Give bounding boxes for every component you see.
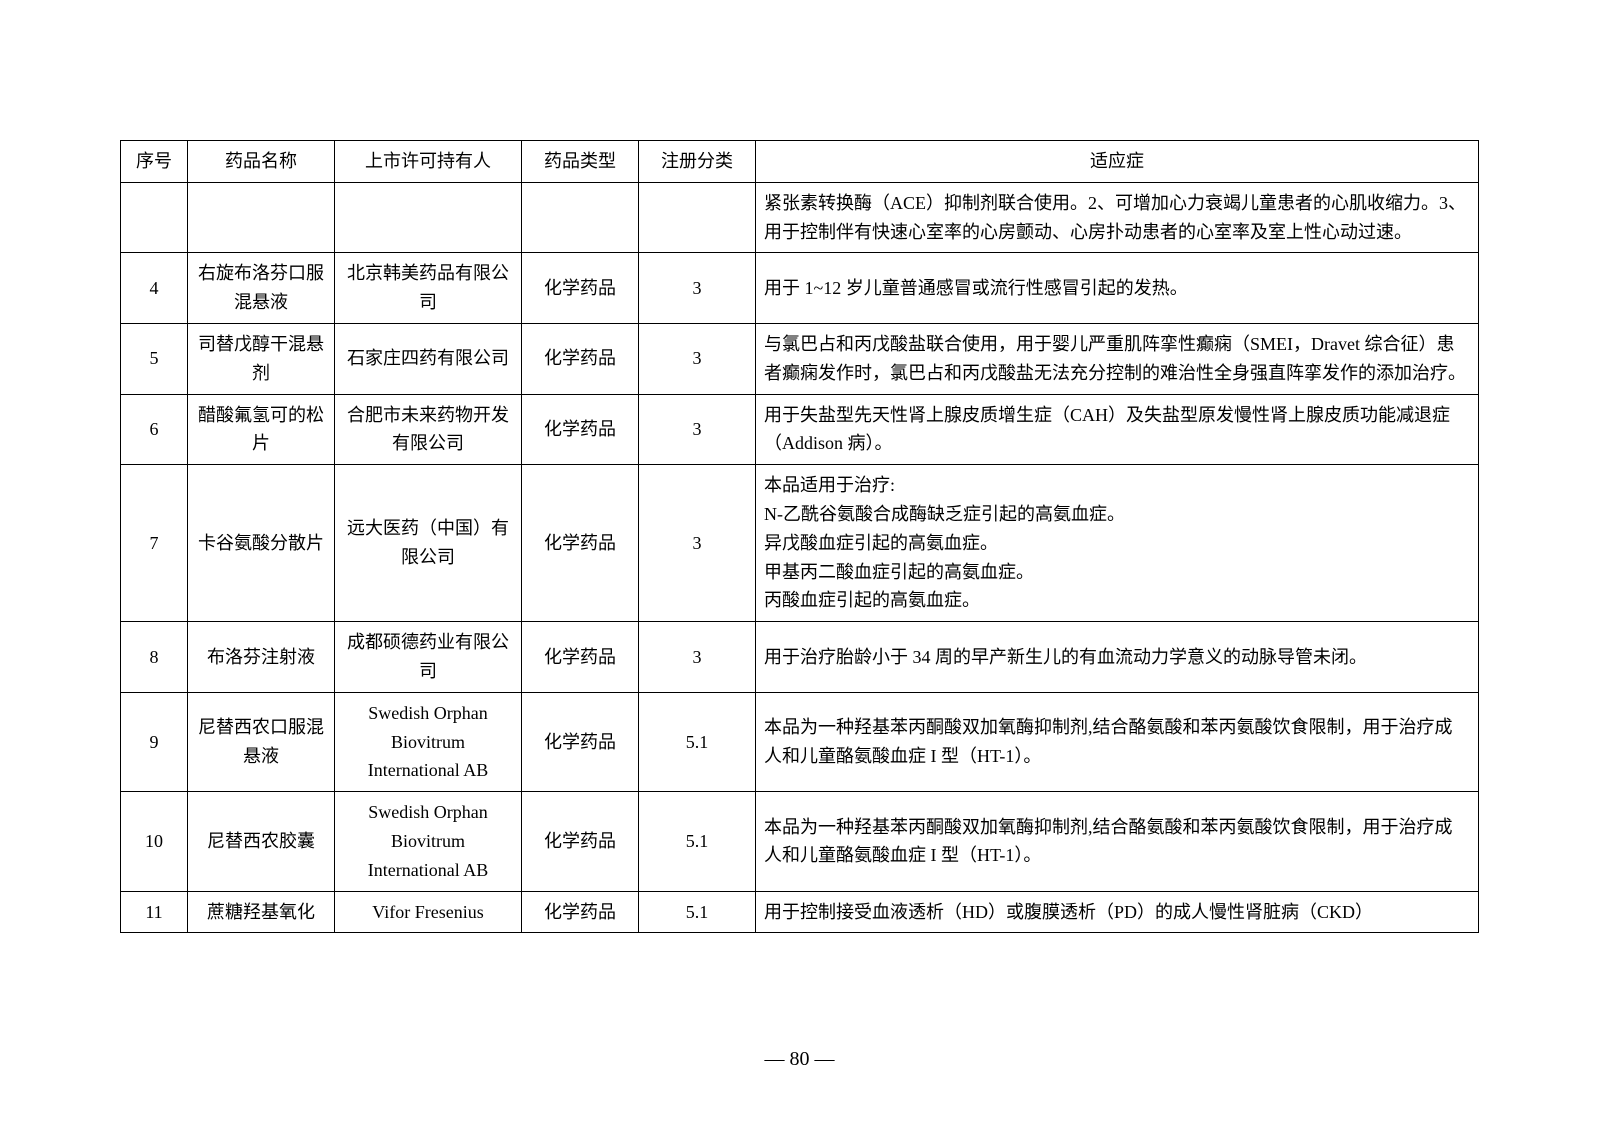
table-cell: [522, 182, 639, 253]
table-cell: [639, 182, 756, 253]
table-cell: 布洛芬注射液: [188, 622, 335, 693]
document-page: 序号 药品名称 上市许可持有人 药品类型 注册分类 适应症 紧张素转换酶（ACE…: [0, 0, 1599, 933]
table-cell: 远大医药（中国）有限公司: [335, 465, 522, 622]
table-body: 紧张素转换酶（ACE）抑制剂联合使用。2、可增加心力衰竭儿童患者的心肌收缩力。3…: [121, 182, 1479, 933]
table-cell: 化学药品: [522, 465, 639, 622]
table-row: 11蔗糖羟基氧化Vifor Fresenius化学药品5.1用于控制接受血液透析…: [121, 891, 1479, 933]
header-name: 药品名称: [188, 141, 335, 183]
table-cell: 5.1: [639, 692, 756, 791]
table-cell: 化学药品: [522, 323, 639, 394]
table-cell: 3: [639, 394, 756, 465]
table-cell: 5.1: [639, 891, 756, 933]
table-cell: [335, 182, 522, 253]
table-cell: 司替戊醇干混悬剂: [188, 323, 335, 394]
table-cell: [121, 182, 188, 253]
table-cell: 6: [121, 394, 188, 465]
table-row: 6醋酸氟氢可的松片合肥市未来药物开发有限公司化学药品3用于失盐型先天性肾上腺皮质…: [121, 394, 1479, 465]
table-cell: 石家庄四药有限公司: [335, 323, 522, 394]
table-cell: Swedish Orphan Biovitrum International A…: [335, 792, 522, 891]
table-row: 紧张素转换酶（ACE）抑制剂联合使用。2、可增加心力衰竭儿童患者的心肌收缩力。3…: [121, 182, 1479, 253]
table-cell: 本品为一种羟基苯丙酮酸双加氧酶抑制剂,结合酪氨酸和苯丙氨酸饮食限制，用于治疗成人…: [756, 692, 1479, 791]
table-cell: 尼替西农胶囊: [188, 792, 335, 891]
table-row: 8布洛芬注射液成都硕德药业有限公司化学药品3用于治疗胎龄小于 34 周的早产新生…: [121, 622, 1479, 693]
table-header-row: 序号 药品名称 上市许可持有人 药品类型 注册分类 适应症: [121, 141, 1479, 183]
table-cell: 本品适用于治疗: N-乙酰谷氨酸合成酶缺乏症引起的高氨血症。 异戊酸血症引起的高…: [756, 465, 1479, 622]
table-cell: 3: [639, 622, 756, 693]
table-cell: 3: [639, 253, 756, 324]
table-cell: 蔗糖羟基氧化: [188, 891, 335, 933]
table-cell: 化学药品: [522, 622, 639, 693]
table-cell: 用于控制接受血液透析（HD）或腹膜透析（PD）的成人慢性肾脏病（CKD）: [756, 891, 1479, 933]
table-cell: 3: [639, 323, 756, 394]
table-row: 7卡谷氨酸分散片远大医药（中国）有限公司化学药品3本品适用于治疗: N-乙酰谷氨…: [121, 465, 1479, 622]
table-cell: Swedish Orphan Biovitrum International A…: [335, 692, 522, 791]
table-cell: 化学药品: [522, 692, 639, 791]
table-cell: 北京韩美药品有限公司: [335, 253, 522, 324]
table-cell: 9: [121, 692, 188, 791]
table-cell: 5.1: [639, 792, 756, 891]
table-cell: 用于治疗胎龄小于 34 周的早产新生儿的有血流动力学意义的动脉导管未闭。: [756, 622, 1479, 693]
table-cell: 用于 1~12 岁儿童普通感冒或流行性感冒引起的发热。: [756, 253, 1479, 324]
table-cell: 10: [121, 792, 188, 891]
header-reg: 注册分类: [639, 141, 756, 183]
table-cell: 用于失盐型先天性肾上腺皮质增生症（CAH）及失盐型原发慢性肾上腺皮质功能减退症（…: [756, 394, 1479, 465]
header-indication: 适应症: [756, 141, 1479, 183]
table-cell: 合肥市未来药物开发有限公司: [335, 394, 522, 465]
table-cell: 化学药品: [522, 394, 639, 465]
table-cell: [188, 182, 335, 253]
table-row: 5司替戊醇干混悬剂石家庄四药有限公司化学药品3与氯巴占和丙戊酸盐联合使用，用于婴…: [121, 323, 1479, 394]
table-cell: 化学药品: [522, 792, 639, 891]
table-cell: 化学药品: [522, 253, 639, 324]
table-cell: 本品为一种羟基苯丙酮酸双加氧酶抑制剂,结合酪氨酸和苯丙氨酸饮食限制，用于治疗成人…: [756, 792, 1479, 891]
table-cell: 3: [639, 465, 756, 622]
table-cell: 与氯巴占和丙戊酸盐联合使用，用于婴儿严重肌阵挛性癫痫（SMEI，Dravet 综…: [756, 323, 1479, 394]
header-type: 药品类型: [522, 141, 639, 183]
table-cell: 5: [121, 323, 188, 394]
table-cell: 7: [121, 465, 188, 622]
table-cell: 成都硕德药业有限公司: [335, 622, 522, 693]
drug-table: 序号 药品名称 上市许可持有人 药品类型 注册分类 适应症 紧张素转换酶（ACE…: [120, 140, 1479, 933]
table-cell: 尼替西农口服混悬液: [188, 692, 335, 791]
page-number: — 80 —: [0, 1048, 1599, 1071]
table-row: 9尼替西农口服混悬液Swedish Orphan Biovitrum Inter…: [121, 692, 1479, 791]
header-seq: 序号: [121, 141, 188, 183]
table-cell: 11: [121, 891, 188, 933]
table-cell: 紧张素转换酶（ACE）抑制剂联合使用。2、可增加心力衰竭儿童患者的心肌收缩力。3…: [756, 182, 1479, 253]
table-cell: Vifor Fresenius: [335, 891, 522, 933]
table-cell: 卡谷氨酸分散片: [188, 465, 335, 622]
header-holder: 上市许可持有人: [335, 141, 522, 183]
table-cell: 右旋布洛芬口服混悬液: [188, 253, 335, 324]
table-cell: 8: [121, 622, 188, 693]
table-row: 10尼替西农胶囊Swedish Orphan Biovitrum Interna…: [121, 792, 1479, 891]
table-cell: 醋酸氟氢可的松片: [188, 394, 335, 465]
table-cell: 4: [121, 253, 188, 324]
table-row: 4右旋布洛芬口服混悬液北京韩美药品有限公司化学药品3用于 1~12 岁儿童普通感…: [121, 253, 1479, 324]
table-cell: 化学药品: [522, 891, 639, 933]
